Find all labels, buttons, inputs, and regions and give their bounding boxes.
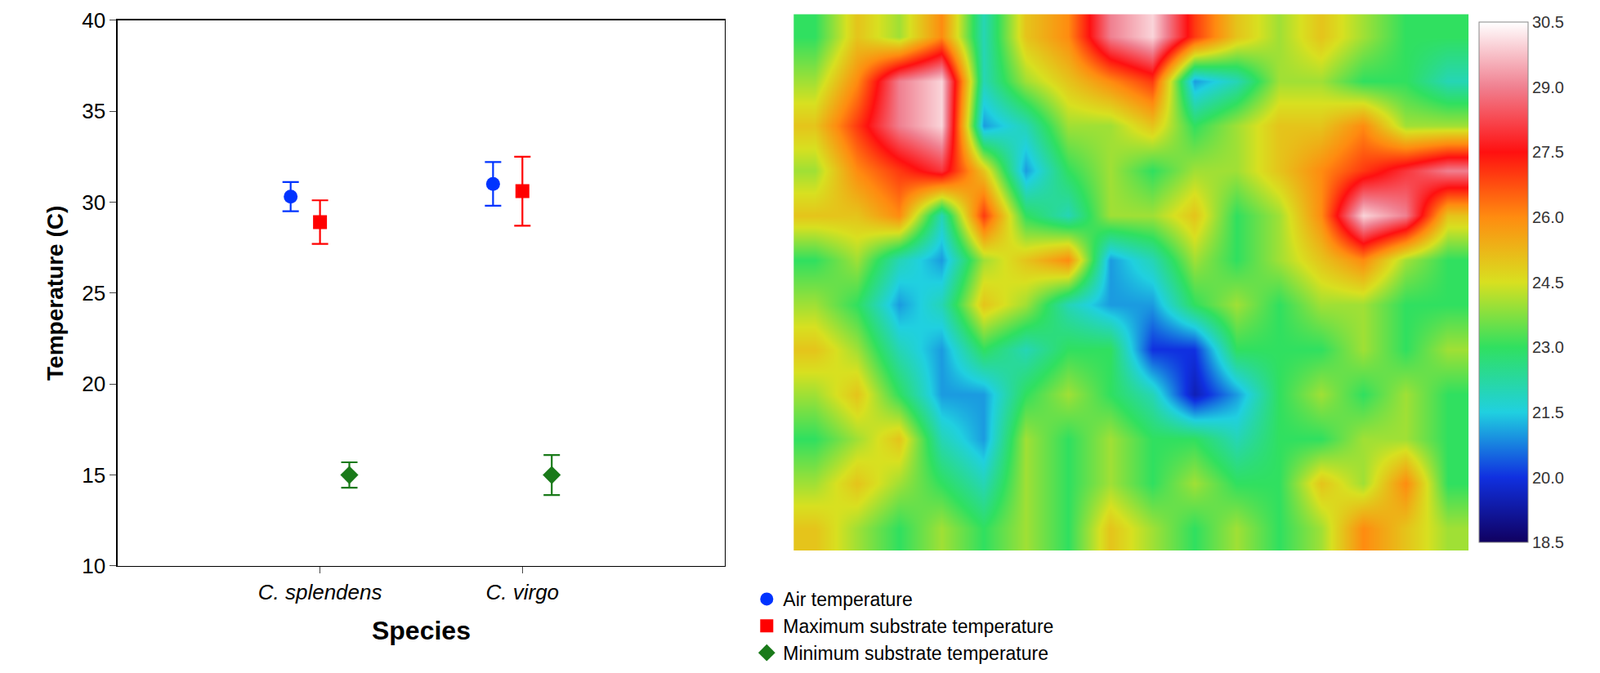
svg-text:Temperature (C): Temperature (C): [42, 205, 68, 381]
svg-text:25: 25: [81, 281, 106, 306]
svg-text:26.0: 26.0: [1532, 208, 1565, 227]
svg-text:20.0: 20.0: [1532, 469, 1565, 488]
svg-text:10: 10: [81, 554, 106, 579]
svg-text:C. virgo: C. virgo: [485, 580, 559, 605]
svg-text:23.0: 23.0: [1532, 338, 1565, 357]
svg-text:18.5: 18.5: [1532, 533, 1565, 552]
svg-text:Maximum substrate temperature: Maximum substrate temperature: [782, 616, 1054, 638]
svg-text:24.5: 24.5: [1532, 273, 1565, 292]
svg-text:35: 35: [81, 98, 106, 124]
svg-text:Minimum substrate temperature: Minimum substrate temperature: [782, 643, 1049, 665]
svg-text:15: 15: [81, 463, 106, 488]
svg-text:40: 40: [81, 8, 106, 33]
svg-text:Air temperature: Air temperature: [782, 589, 913, 611]
svg-text:29.0: 29.0: [1532, 78, 1565, 97]
svg-text:27.5: 27.5: [1532, 143, 1565, 161]
svg-text:21.5: 21.5: [1532, 403, 1565, 422]
svg-text:C. splendens: C. splendens: [258, 580, 383, 605]
svg-text:Species: Species: [371, 616, 471, 646]
svg-text:30: 30: [81, 190, 106, 215]
svg-text:20: 20: [81, 371, 106, 397]
svg-text:30.5: 30.5: [1532, 13, 1565, 32]
